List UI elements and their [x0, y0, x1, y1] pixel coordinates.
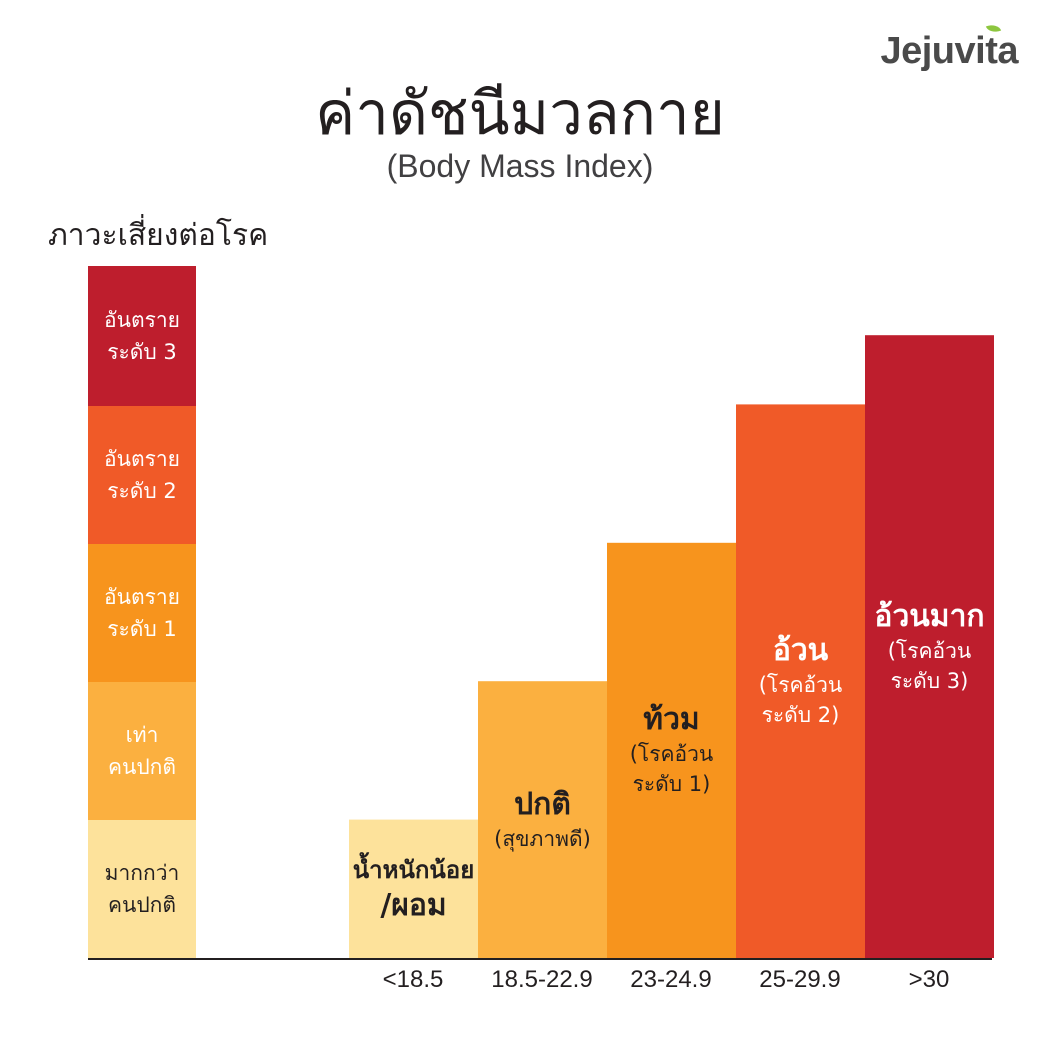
- risk-level-1: อันตราย ระดับ 1: [88, 544, 196, 682]
- bar-label-main: น้ำหนักน้อย: [352, 855, 475, 884]
- x-axis-line: [88, 958, 992, 960]
- brand-name: Jejuvita: [880, 30, 1018, 72]
- risk-level-2: อันตราย ระดับ 2: [88, 406, 196, 544]
- bar-0: [349, 819, 478, 958]
- x-tick-label: >30: [908, 966, 950, 993]
- bar-label-normal: ปกติ (สุขภาพดี): [478, 681, 607, 958]
- bar-label-obese: อ้วน (โรคอ้วน ระดับ 2): [736, 404, 865, 958]
- bar-3: [736, 404, 865, 958]
- bar-label-overweight: ท้วม (โรคอ้วน ระดับ 1): [607, 543, 736, 958]
- risk-level-label: อันตราย: [104, 585, 180, 609]
- bar-label-main-2: /ผอม: [380, 887, 447, 923]
- risk-level-grade: คนปกติ: [107, 755, 177, 779]
- risk-level-grade: คนปกติ: [107, 893, 177, 917]
- risk-level-grade: ระดับ 2: [107, 479, 177, 503]
- risk-level-3: อันตราย ระดับ 3: [88, 266, 196, 406]
- risk-level-above-normal: มากกว่า คนปกติ: [88, 820, 196, 958]
- x-tick-label: 25-29.9: [759, 966, 841, 993]
- bar-label-main: อ้วนมาก: [874, 598, 985, 634]
- risk-level-label: อันตราย: [104, 308, 180, 332]
- bar-4: [865, 335, 994, 958]
- x-tick-label: <18.5: [382, 966, 444, 993]
- risk-axis-title: ภาวะเสี่ยงต่อโรค: [48, 218, 269, 253]
- risk-level-normal: เท่า คนปกติ: [88, 682, 196, 820]
- bar-label-main: ท้วม: [643, 702, 700, 738]
- bar-label-sub: (สุขภาพดี): [494, 826, 591, 851]
- risk-level-grade: ระดับ 1: [107, 617, 177, 641]
- bar-label-underweight: น้ำหนักน้อย /ผอม: [349, 820, 478, 958]
- x-tick-label: 23-24.9: [630, 966, 712, 993]
- x-tick-label: 18.5-22.9: [491, 966, 593, 993]
- bar-label-main: อ้วน: [772, 633, 829, 669]
- bar-label-sub-2: ระดับ 2): [761, 703, 840, 728]
- bar-label-sub-2: ระดับ 3): [890, 668, 969, 693]
- risk-level-label: อันตราย: [104, 447, 180, 471]
- bar-label-sub: (โรคอ้วน: [887, 638, 972, 663]
- bar-label-sub: (โรคอ้วน: [758, 673, 843, 698]
- risk-level-grade: ระดับ 3: [107, 340, 177, 364]
- chart-title: ค่าดัชนีมวลกาย: [315, 79, 725, 149]
- bar-label-very-obese: อ้วนมาก (โรคอ้วน ระดับ 3): [865, 335, 994, 958]
- bar-label-sub: (โรคอ้วน: [629, 742, 714, 767]
- chart-subtitle: (Body Mass Index): [386, 148, 654, 184]
- bar-label-sub-2: ระดับ 1): [632, 772, 711, 797]
- bar-2: [607, 542, 736, 958]
- bar-1: [478, 681, 607, 958]
- bar-label-main: ปกติ: [514, 786, 571, 822]
- risk-level-label: เท่า: [125, 723, 159, 747]
- risk-level-label: มากกว่า: [104, 861, 180, 885]
